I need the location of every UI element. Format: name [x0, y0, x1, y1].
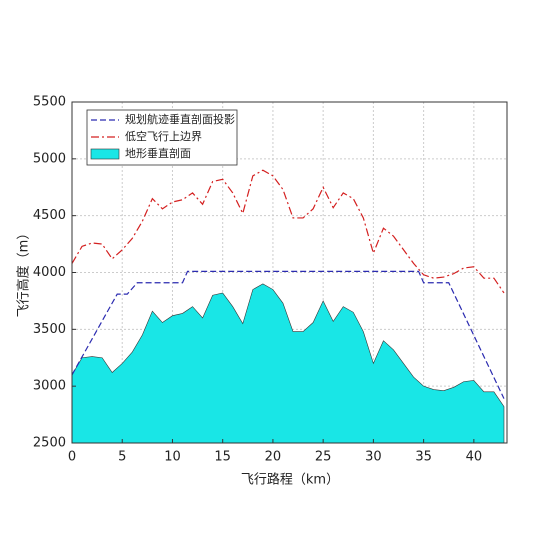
x-tick-label: 30 — [365, 450, 382, 465]
y-tick-label: 5500 — [33, 95, 66, 110]
y-axis-label: 飞行高度（m） — [16, 227, 32, 318]
y-tick-label: 5000 — [33, 151, 66, 166]
x-axis-label: 飞行路程（km） — [241, 472, 339, 488]
legend-label: 地形垂直剖面 — [125, 146, 191, 160]
y-tick-label: 3500 — [33, 322, 66, 337]
legend-label: 规划航迹垂直剖面投影 — [125, 112, 235, 126]
y-tick-label: 4500 — [33, 208, 66, 223]
x-tick-label: 15 — [214, 450, 231, 465]
x-tick-label: 20 — [265, 450, 282, 465]
x-tick-label: 0 — [68, 450, 76, 465]
x-tick-label: 10 — [164, 450, 181, 465]
x-tick-label: 35 — [415, 450, 432, 465]
terrain-area — [71, 283, 505, 444]
y-tick-label: 4000 — [33, 265, 66, 280]
legend-label: 低空飞行上边界 — [125, 129, 202, 143]
x-tick-label: 5 — [118, 450, 126, 465]
plot — [71, 169, 505, 444]
y-tick-label: 2500 — [33, 436, 66, 451]
x-tick-label: 40 — [466, 450, 483, 465]
legend-swatch — [90, 148, 120, 160]
y-tick-label: 3000 — [33, 379, 66, 394]
series-line — [71, 169, 505, 294]
x-tick-label: 25 — [315, 450, 332, 465]
